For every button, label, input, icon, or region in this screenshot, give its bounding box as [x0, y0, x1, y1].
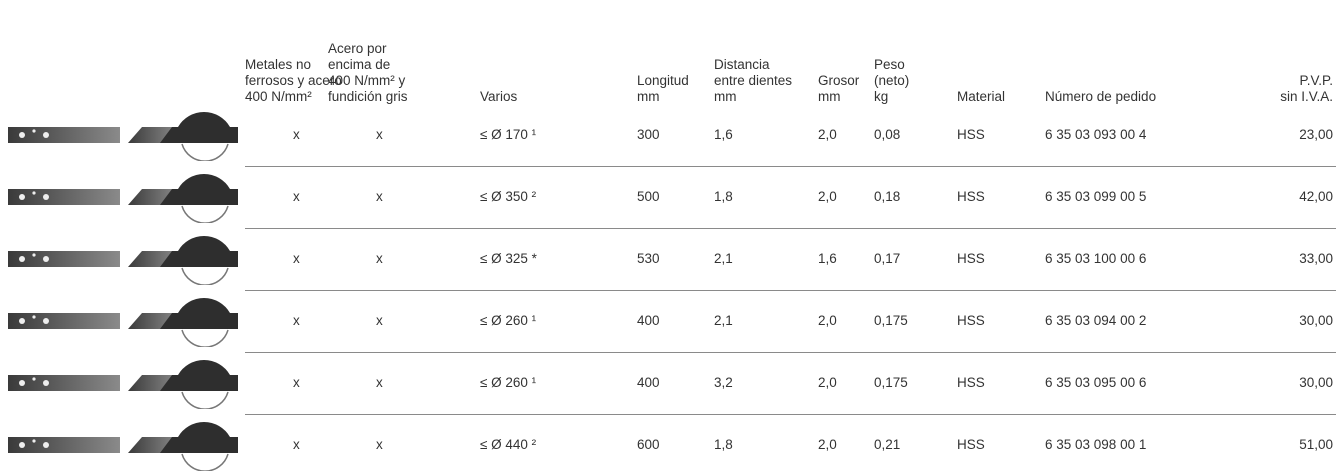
- table-cell: 2,0: [818, 437, 837, 452]
- table-cell: 30,00: [1299, 375, 1333, 390]
- column-header: Longitud mm: [637, 73, 689, 104]
- table-cell: 0,175: [874, 375, 908, 390]
- column-header: Grosor mm: [818, 73, 860, 104]
- column-header: Distancia entre dientes mm: [714, 57, 793, 104]
- table-cell: HSS: [957, 189, 985, 204]
- table-cell: 3,2: [714, 375, 733, 390]
- table-cell: x: [293, 313, 300, 328]
- table-cell: HSS: [957, 127, 985, 142]
- column-header: Metales no ferrosos y acero 400 N/mm²: [245, 57, 342, 104]
- column-header: Peso (neto) kg: [874, 57, 910, 104]
- table-cell: 1,6: [818, 251, 837, 266]
- table-cell: 2,1: [714, 251, 733, 266]
- table-cell: x: [376, 313, 383, 328]
- table-cell: HSS: [957, 375, 985, 390]
- table-cell: x: [376, 127, 383, 142]
- table-cell: 500: [637, 189, 660, 204]
- table-cell: x: [376, 189, 383, 204]
- table-cell: HSS: [957, 313, 985, 328]
- product-image: [8, 111, 238, 161]
- table-cell: 6 35 03 098 00 1: [1045, 437, 1147, 452]
- table-cell: 2,0: [818, 127, 837, 142]
- product-image: [8, 235, 238, 285]
- row-divider: [245, 352, 1336, 353]
- table-cell: 530: [637, 251, 660, 266]
- table-cell: 30,00: [1299, 313, 1333, 328]
- table-cell: 42,00: [1299, 189, 1333, 204]
- table-cell: ≤ Ø 260 ¹: [480, 313, 537, 328]
- table-cell: ≤ Ø 325 *: [480, 251, 537, 266]
- table-cell: 1,6: [714, 127, 733, 142]
- table-cell: x: [376, 375, 383, 390]
- table-cell: 1,8: [714, 437, 733, 452]
- table-cell: ≤ Ø 260 ¹: [480, 375, 537, 390]
- column-header: Varios: [480, 89, 518, 104]
- table-cell: x: [293, 127, 300, 142]
- column-header: Número de pedido: [1045, 89, 1157, 104]
- table-cell: x: [293, 375, 300, 390]
- table-cell: 51,00: [1299, 437, 1333, 452]
- table-cell: x: [293, 437, 300, 452]
- table-cell: 0,08: [874, 127, 901, 142]
- table-cell: 1,8: [714, 189, 733, 204]
- column-header: Acero por encima de 400 N/mm² y fundició…: [328, 41, 408, 104]
- table-cell: 0,175: [874, 313, 908, 328]
- table-cell: 6 35 03 100 00 6: [1045, 251, 1147, 266]
- product-image: [8, 173, 238, 223]
- table-cell: ≤ Ø 170 ¹: [480, 127, 537, 142]
- table-cell: 2,0: [818, 375, 837, 390]
- column-header: P.V.P. sin I.V.A.: [1280, 73, 1333, 104]
- product-image: [8, 297, 238, 347]
- table-cell: HSS: [957, 251, 985, 266]
- table-cell: ≤ Ø 440 ²: [480, 437, 537, 452]
- row-divider: [245, 228, 1336, 229]
- table-cell: 400: [637, 375, 660, 390]
- row-divider: [245, 290, 1336, 291]
- table-cell: x: [293, 251, 300, 266]
- row-divider: [245, 166, 1336, 167]
- product-image: [8, 359, 238, 409]
- table-cell: 2,0: [818, 189, 837, 204]
- table-cell: 2,0: [818, 313, 837, 328]
- table-cell: 2,1: [714, 313, 733, 328]
- table-cell: 23,00: [1299, 127, 1333, 142]
- table-cell: 6 35 03 099 00 5: [1045, 189, 1147, 204]
- table-cell: 6 35 03 095 00 6: [1045, 375, 1147, 390]
- table-cell: x: [376, 437, 383, 452]
- table-cell: 0,17: [874, 251, 901, 266]
- table-cell: 400: [637, 313, 660, 328]
- table-cell: 33,00: [1299, 251, 1333, 266]
- table-cell: 0,18: [874, 189, 901, 204]
- table-cell: x: [376, 251, 383, 266]
- row-divider: [245, 414, 1336, 415]
- table-cell: ≤ Ø 350 ²: [480, 189, 537, 204]
- table-cell: 0,21: [874, 437, 901, 452]
- table-cell: 6 35 03 094 00 2: [1045, 313, 1147, 328]
- product-image: [8, 421, 238, 471]
- column-header: Material: [957, 89, 1006, 104]
- table-cell: 300: [637, 127, 660, 142]
- table-cell: x: [293, 189, 300, 204]
- table-cell: 600: [637, 437, 660, 452]
- table-cell: HSS: [957, 437, 985, 452]
- table-cell: 6 35 03 093 00 4: [1045, 127, 1147, 142]
